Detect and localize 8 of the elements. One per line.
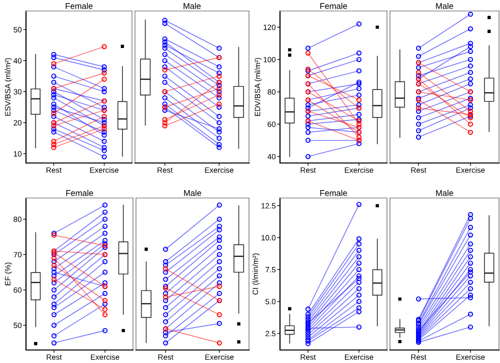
chart-title: Female <box>66 190 94 196</box>
chart-title: Female <box>320 2 348 9</box>
chart-title: Male <box>436 2 454 9</box>
chart-title: Male <box>436 190 454 196</box>
chart-title: Male <box>184 190 202 196</box>
chart-title: Male <box>184 2 201 9</box>
chart-title: Female <box>66 2 93 9</box>
chart-title: Female <box>320 190 348 196</box>
